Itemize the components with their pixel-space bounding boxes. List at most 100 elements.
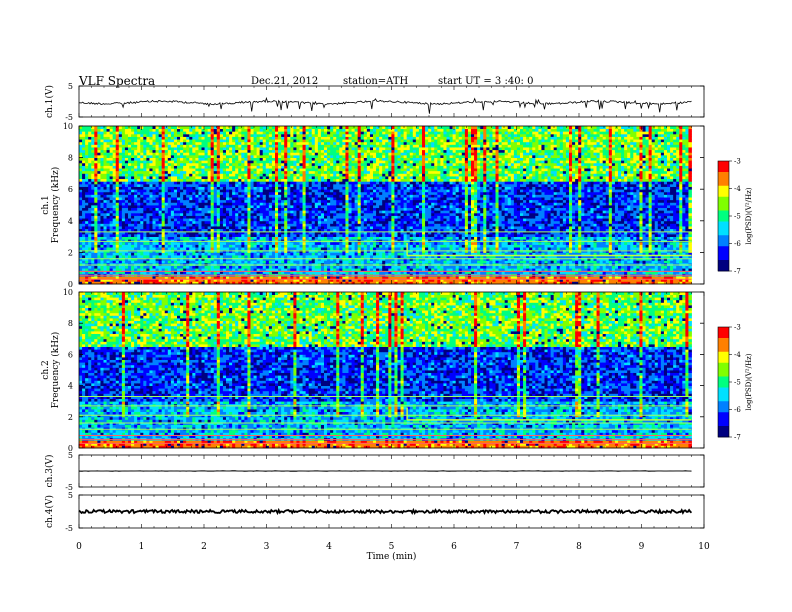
spectrogram-cell	[275, 255, 279, 259]
spectrogram-cell	[296, 262, 300, 266]
spectrogram-cell	[216, 139, 221, 143]
spectrogram-cell	[183, 265, 187, 269]
spectrogram-cell	[177, 241, 181, 245]
spectrogram-cell	[85, 152, 89, 156]
spectrogram-cell	[106, 191, 111, 195]
ch1-wave-panel	[78, 85, 705, 118]
spectrogram-cell	[140, 215, 144, 219]
spectrogram-cell	[177, 162, 181, 166]
spectrogram-cell	[177, 181, 181, 185]
spectrogram-cell	[275, 162, 279, 166]
spectrogram-cell	[143, 239, 147, 243]
spectrogram-cell	[232, 139, 236, 143]
spectrogram-cell	[192, 178, 196, 182]
spectrogram-cell	[152, 265, 156, 269]
spectrogram-cell	[106, 144, 111, 148]
spectrogram-cell	[192, 176, 196, 180]
spectrogram-cell	[262, 270, 267, 274]
spectrogram-cell	[226, 189, 230, 193]
spectrogram-cell	[118, 281, 123, 285]
spectrogram-cell	[131, 136, 135, 140]
spectrogram-cell	[259, 173, 264, 177]
spectrogram-cell	[134, 270, 138, 274]
spectrogram-cell	[85, 231, 89, 235]
spectrogram-cell	[229, 186, 233, 190]
spectrogram-cell	[124, 202, 129, 206]
spectrogram-cell	[210, 165, 215, 169]
spectrogram-cell	[290, 228, 294, 232]
spectrogram-cell	[265, 126, 270, 130]
spectrogram-cell	[296, 247, 300, 251]
spectrogram-cell	[213, 168, 218, 172]
spectrogram-cell	[152, 220, 156, 224]
spectrogram-cell	[222, 178, 227, 182]
spectrogram-cell	[317, 241, 322, 245]
spectrogram-cell	[219, 186, 224, 190]
spectrogram-cell	[262, 226, 267, 230]
spectrogram-cell	[308, 186, 313, 190]
spectrogram-cell	[79, 181, 83, 185]
spectrogram-cell	[173, 218, 178, 222]
spectrogram-cell	[82, 220, 86, 224]
spectrogram-cell	[284, 241, 288, 245]
spectrogram-cell	[189, 228, 193, 232]
spectrogram-cell	[226, 260, 230, 264]
spectrogram-cell	[210, 233, 215, 237]
spectrogram-cell	[247, 205, 251, 209]
spectrogram-cell	[247, 252, 251, 256]
spectrogram-cell	[170, 276, 175, 280]
spectrogram-cell	[173, 178, 178, 182]
spectrogram-cell	[158, 152, 163, 156]
spectrogram-cell	[91, 194, 95, 198]
spectrogram-cell	[219, 247, 224, 251]
spectrogram-cell	[100, 136, 104, 140]
spectrogram-cell	[79, 165, 83, 169]
spectrogram-cell	[293, 223, 297, 227]
spectrogram-cell	[198, 128, 202, 132]
spectrogram-cell	[293, 239, 297, 243]
spectrogram-cell	[91, 281, 95, 285]
spectrogram-cell	[216, 268, 221, 272]
spectrogram-cell	[299, 157, 303, 161]
spectrogram-cell	[183, 276, 187, 280]
spectrogram-cell	[216, 281, 221, 285]
spectrogram-cell	[324, 133, 328, 137]
spectrogram-cell	[137, 176, 141, 180]
spectrogram-cell	[137, 262, 141, 266]
spectrogram-cell	[124, 278, 129, 282]
spectrogram-cell	[293, 276, 297, 280]
spectrogram-cell	[109, 126, 114, 130]
spectrogram-cell	[296, 260, 300, 264]
spectrogram-cell	[299, 141, 303, 145]
spectrogram-cell	[103, 223, 107, 227]
spectrogram-cell	[201, 128, 205, 132]
spectrogram-cell	[247, 128, 251, 132]
spectrogram-cell	[268, 131, 273, 135]
spectrogram-cell	[85, 205, 89, 209]
spectrogram-cell	[198, 183, 202, 187]
spectrogram-cell	[250, 207, 254, 211]
spectrogram-cell	[311, 186, 316, 190]
spectrogram-cell	[124, 223, 129, 227]
spectrogram-cell	[305, 170, 310, 174]
spectrogram-cell	[259, 126, 264, 130]
spectrogram-cell	[278, 194, 282, 198]
spectrogram-cell	[134, 215, 138, 219]
spectrogram-cell	[109, 144, 114, 148]
spectrogram-cell	[278, 270, 282, 274]
spectrogram-cell	[210, 205, 215, 209]
spectrogram-cell	[210, 236, 215, 240]
spectrogram-cell	[155, 233, 160, 237]
spectrogram-cell	[143, 131, 147, 135]
spectrogram-cell	[265, 194, 270, 198]
spectrogram-cell	[259, 181, 264, 185]
spectrogram-cell	[161, 276, 166, 280]
spectrogram-cell	[271, 244, 276, 248]
spectrogram-cell	[152, 189, 156, 193]
spectrogram-cell	[103, 265, 107, 269]
spectrogram-cell	[149, 199, 153, 203]
spectrogram-cell	[296, 212, 300, 216]
spectrogram-cell	[229, 252, 233, 256]
spectrogram-cell	[109, 265, 114, 269]
spectrogram-cell	[204, 131, 209, 135]
